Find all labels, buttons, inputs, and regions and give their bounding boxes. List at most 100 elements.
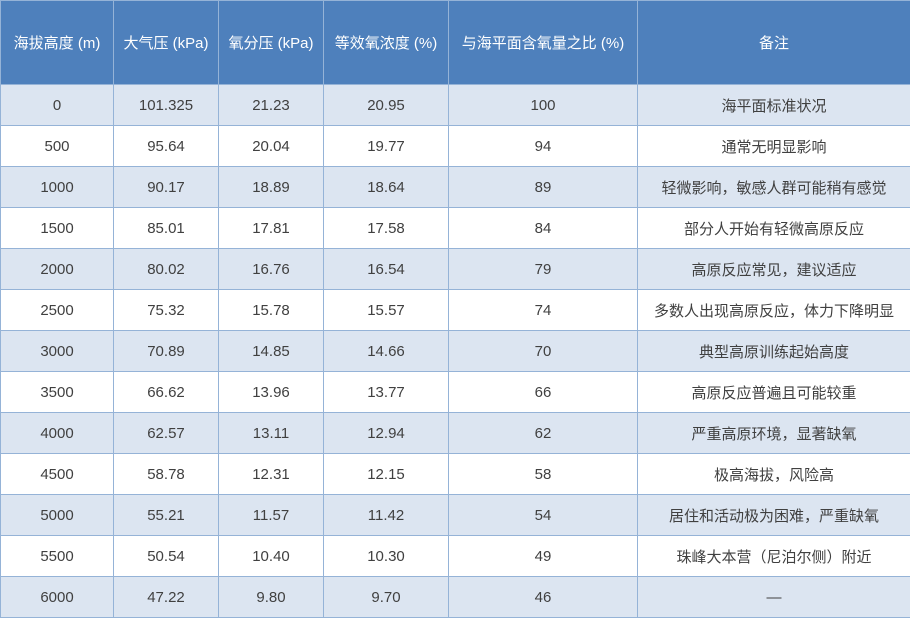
cell-atmospheric-pressure-kpa: 75.32 bbox=[114, 290, 219, 331]
cell-equivalent-oxygen-concentration-pct: 12.94 bbox=[324, 413, 449, 454]
cell-equivalent-oxygen-concentration-pct: 20.95 bbox=[324, 85, 449, 126]
cell-equivalent-oxygen-concentration-pct: 19.77 bbox=[324, 126, 449, 167]
cell-equivalent-oxygen-concentration-pct: 9.70 bbox=[324, 577, 449, 618]
column-header-atmospheric-pressure-kpa: 大气压 (kPa) bbox=[114, 1, 219, 85]
cell-altitude-m: 1500 bbox=[1, 208, 114, 249]
cell-oxygen-partial-pressure-kpa: 11.57 bbox=[219, 495, 324, 536]
cell-atmospheric-pressure-kpa: 90.17 bbox=[114, 167, 219, 208]
cell-remarks: 珠峰大本营（尼泊尔侧）附近 bbox=[638, 536, 910, 577]
cell-oxygen-partial-pressure-kpa: 16.76 bbox=[219, 249, 324, 290]
cell-equivalent-oxygen-concentration-pct: 12.15 bbox=[324, 454, 449, 495]
cell-atmospheric-pressure-kpa: 50.54 bbox=[114, 536, 219, 577]
cell-altitude-m: 2000 bbox=[1, 249, 114, 290]
cell-ratio-to-sea-level-oxygen-pct: 79 bbox=[449, 249, 638, 290]
cell-remarks: 典型高原训练起始高度 bbox=[638, 331, 910, 372]
cell-remarks: 部分人开始有轻微高原反应 bbox=[638, 208, 910, 249]
cell-ratio-to-sea-level-oxygen-pct: 94 bbox=[449, 126, 638, 167]
cell-remarks: 极高海拔，风险高 bbox=[638, 454, 910, 495]
cell-altitude-m: 4500 bbox=[1, 454, 114, 495]
cell-remarks: 通常无明显影响 bbox=[638, 126, 910, 167]
cell-equivalent-oxygen-concentration-pct: 17.58 bbox=[324, 208, 449, 249]
cell-oxygen-partial-pressure-kpa: 20.04 bbox=[219, 126, 324, 167]
column-header-remarks: 备注 bbox=[638, 1, 910, 85]
cell-ratio-to-sea-level-oxygen-pct: 62 bbox=[449, 413, 638, 454]
cell-oxygen-partial-pressure-kpa: 12.31 bbox=[219, 454, 324, 495]
cell-remarks: 高原反应常见，建议适应 bbox=[638, 249, 910, 290]
cell-altitude-m: 500 bbox=[1, 126, 114, 167]
cell-atmospheric-pressure-kpa: 58.78 bbox=[114, 454, 219, 495]
table-header: 海拔高度 (m)大气压 (kPa)氧分压 (kPa)等效氧浓度 (%)与海平面含… bbox=[1, 1, 910, 85]
cell-altitude-m: 3000 bbox=[1, 331, 114, 372]
cell-equivalent-oxygen-concentration-pct: 18.64 bbox=[324, 167, 449, 208]
cell-altitude-m: 5000 bbox=[1, 495, 114, 536]
cell-oxygen-partial-pressure-kpa: 17.81 bbox=[219, 208, 324, 249]
cell-atmospheric-pressure-kpa: 47.22 bbox=[114, 577, 219, 618]
cell-ratio-to-sea-level-oxygen-pct: 54 bbox=[449, 495, 638, 536]
cell-equivalent-oxygen-concentration-pct: 14.66 bbox=[324, 331, 449, 372]
column-header-equivalent-oxygen-concentration-pct: 等效氧浓度 (%) bbox=[324, 1, 449, 85]
cell-remarks: — bbox=[638, 577, 910, 618]
cell-atmospheric-pressure-kpa: 70.89 bbox=[114, 331, 219, 372]
cell-ratio-to-sea-level-oxygen-pct: 70 bbox=[449, 331, 638, 372]
cell-equivalent-oxygen-concentration-pct: 16.54 bbox=[324, 249, 449, 290]
cell-ratio-to-sea-level-oxygen-pct: 46 bbox=[449, 577, 638, 618]
cell-oxygen-partial-pressure-kpa: 10.40 bbox=[219, 536, 324, 577]
header-row: 海拔高度 (m)大气压 (kPa)氧分压 (kPa)等效氧浓度 (%)与海平面含… bbox=[1, 1, 910, 85]
cell-equivalent-oxygen-concentration-pct: 11.42 bbox=[324, 495, 449, 536]
cell-oxygen-partial-pressure-kpa: 18.89 bbox=[219, 167, 324, 208]
cell-oxygen-partial-pressure-kpa: 9.80 bbox=[219, 577, 324, 618]
cell-altitude-m: 2500 bbox=[1, 290, 114, 331]
cell-altitude-m: 5500 bbox=[1, 536, 114, 577]
cell-equivalent-oxygen-concentration-pct: 15.57 bbox=[324, 290, 449, 331]
cell-atmospheric-pressure-kpa: 85.01 bbox=[114, 208, 219, 249]
cell-remarks: 居住和活动极为困难，严重缺氧 bbox=[638, 495, 910, 536]
cell-remarks: 多数人出现高原反应，体力下降明显 bbox=[638, 290, 910, 331]
cell-atmospheric-pressure-kpa: 62.57 bbox=[114, 413, 219, 454]
cell-atmospheric-pressure-kpa: 66.62 bbox=[114, 372, 219, 413]
column-header-oxygen-partial-pressure-kpa: 氧分压 (kPa) bbox=[219, 1, 324, 85]
cell-ratio-to-sea-level-oxygen-pct: 89 bbox=[449, 167, 638, 208]
cell-equivalent-oxygen-concentration-pct: 10.30 bbox=[324, 536, 449, 577]
cell-equivalent-oxygen-concentration-pct: 13.77 bbox=[324, 372, 449, 413]
cell-altitude-m: 6000 bbox=[1, 577, 114, 618]
cell-ratio-to-sea-level-oxygen-pct: 100 bbox=[449, 85, 638, 126]
cell-ratio-to-sea-level-oxygen-pct: 74 bbox=[449, 290, 638, 331]
cell-atmospheric-pressure-kpa: 80.02 bbox=[114, 249, 219, 290]
column-header-ratio-to-sea-level-oxygen-pct: 与海平面含氧量之比 (%) bbox=[449, 1, 638, 85]
cell-remarks: 海平面标准状况 bbox=[638, 85, 910, 126]
cell-altitude-m: 1000 bbox=[1, 167, 114, 208]
cell-remarks: 轻微影响，敏感人群可能稍有感觉 bbox=[638, 167, 910, 208]
cell-altitude-m: 0 bbox=[1, 85, 114, 126]
cell-atmospheric-pressure-kpa: 101.325 bbox=[114, 85, 219, 126]
cell-oxygen-partial-pressure-kpa: 13.11 bbox=[219, 413, 324, 454]
cell-oxygen-partial-pressure-kpa: 13.96 bbox=[219, 372, 324, 413]
column-header-altitude-m: 海拔高度 (m) bbox=[1, 1, 114, 85]
cell-oxygen-partial-pressure-kpa: 21.23 bbox=[219, 85, 324, 126]
cell-remarks: 严重高原环境，显著缺氧 bbox=[638, 413, 910, 454]
cell-ratio-to-sea-level-oxygen-pct: 49 bbox=[449, 536, 638, 577]
cell-oxygen-partial-pressure-kpa: 15.78 bbox=[219, 290, 324, 331]
cell-atmospheric-pressure-kpa: 95.64 bbox=[114, 126, 219, 167]
cell-remarks: 高原反应普遍且可能较重 bbox=[638, 372, 910, 413]
cell-ratio-to-sea-level-oxygen-pct: 84 bbox=[449, 208, 638, 249]
cell-ratio-to-sea-level-oxygen-pct: 66 bbox=[449, 372, 638, 413]
cell-ratio-to-sea-level-oxygen-pct: 58 bbox=[449, 454, 638, 495]
cell-altitude-m: 3500 bbox=[1, 372, 114, 413]
cell-oxygen-partial-pressure-kpa: 14.85 bbox=[219, 331, 324, 372]
cell-atmospheric-pressure-kpa: 55.21 bbox=[114, 495, 219, 536]
